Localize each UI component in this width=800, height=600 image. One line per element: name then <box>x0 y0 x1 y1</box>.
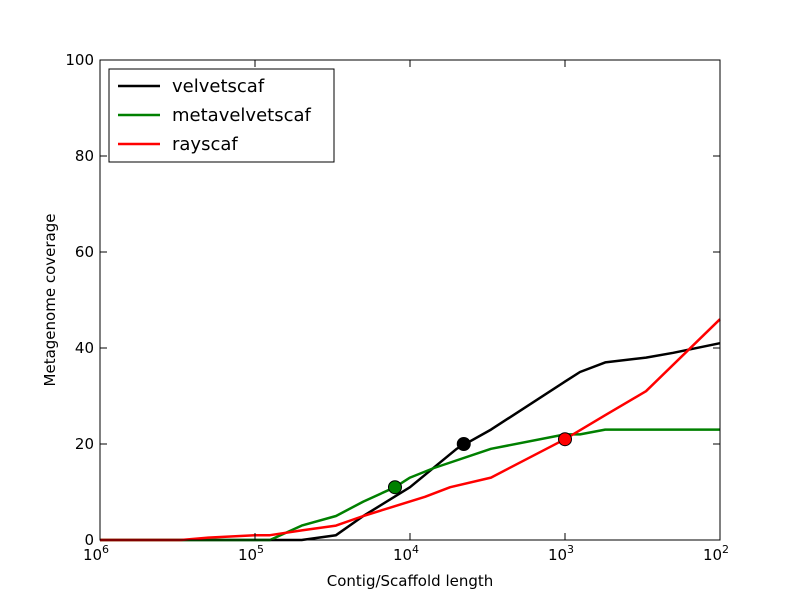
y-tick-label: 100 <box>65 51 94 69</box>
series-line-velvetscaf <box>100 341 721 542</box>
series-marker-rayscaf <box>558 432 572 447</box>
x-tick-label: 105 <box>238 543 264 564</box>
x-tick-label: 102 <box>703 543 729 564</box>
legend-label-rayscaf: rayscaf <box>172 134 238 155</box>
tick-layer: 106 105 104 103 102 0 20 40 60 80 100 <box>65 51 729 564</box>
x-tick-label: 104 <box>393 543 419 564</box>
series-marker-metavelvetscaf <box>387 480 402 495</box>
legend-label-velvetscaf: velvetscaf <box>172 76 265 97</box>
y-axis-label: Metagenome coverage <box>41 214 59 387</box>
y-tick-label: 20 <box>75 435 94 453</box>
legend: velvetscaf metavelvetscaf rayscaf <box>108 68 335 163</box>
series-layer <box>100 318 721 542</box>
y-tick-label: 0 <box>84 531 94 549</box>
series-marker-velvetscaf <box>456 437 471 451</box>
series-line-rayscaf <box>100 318 721 542</box>
y-tick-label: 40 <box>75 339 94 357</box>
y-tick-label: 60 <box>75 243 94 261</box>
series-line-metavelvetscaf <box>100 428 720 542</box>
x-tick-label: 106 <box>83 543 109 564</box>
x-axis-label: Contig/Scaffold length <box>327 572 494 590</box>
legend-label-metavelvetscaf: metavelvetscaf <box>172 105 312 126</box>
x-tick-label: 103 <box>548 543 574 564</box>
y-tick-label: 80 <box>75 147 94 165</box>
